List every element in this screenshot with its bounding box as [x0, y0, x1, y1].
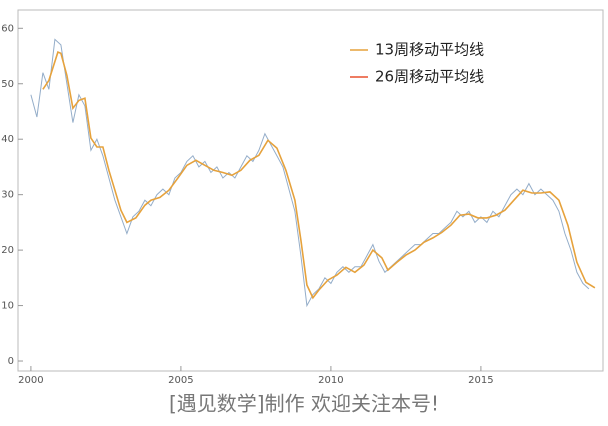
- x-tick-label: 2000: [18, 375, 43, 386]
- series-line: [30, 38, 590, 308]
- y-tick-label: 60: [1, 23, 14, 34]
- y-tick-label: 10: [1, 301, 14, 312]
- x-tick-label: 2015: [468, 375, 493, 386]
- x-tick-label: 2005: [168, 375, 193, 386]
- series-line: [42, 51, 596, 300]
- y-tick-label: 20: [1, 245, 14, 256]
- legend-label: 13周移动平均线: [375, 41, 484, 59]
- legend-label: 26周移动平均线: [375, 68, 484, 86]
- y-tick-label: 50: [1, 79, 14, 90]
- plot-frame: [17, 9, 604, 372]
- y-tick-label: 0: [8, 356, 14, 367]
- x-tick-label: 2010: [318, 375, 343, 386]
- caption: [遇见数学]制作 欢迎关注本号!: [169, 392, 439, 416]
- y-tick-label: 40: [1, 134, 14, 145]
- y-tick-label: 30: [1, 190, 14, 201]
